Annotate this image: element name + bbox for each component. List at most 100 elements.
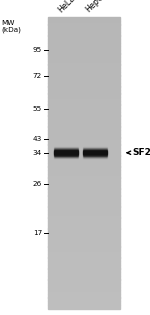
Bar [48,272,120,276]
Bar [48,35,120,39]
Bar [48,217,120,221]
Bar [48,123,120,127]
Bar [82,156,106,157]
Bar [48,294,120,298]
Text: 72: 72 [33,73,42,79]
Bar [48,232,120,236]
Bar [48,166,120,170]
Bar [48,112,120,116]
Bar [48,254,120,258]
Bar [48,279,120,283]
Bar [54,149,78,150]
Text: 17: 17 [33,230,42,236]
Bar [48,163,120,167]
Bar [48,68,120,72]
Bar [48,64,120,68]
Bar [48,188,120,192]
Bar [82,155,106,156]
Bar [54,147,78,148]
Bar [48,239,120,243]
Bar [48,196,120,199]
Bar [48,86,120,90]
Bar [82,147,106,148]
Bar [48,155,120,159]
Bar [82,157,106,158]
Bar [48,221,120,225]
Bar [48,115,120,119]
Bar [48,126,120,130]
Bar [48,75,120,79]
Bar [48,83,120,87]
Bar [48,145,120,148]
Bar [54,148,78,149]
Bar [48,101,120,105]
Bar [54,150,78,151]
Bar [48,210,120,214]
Text: 43: 43 [33,136,42,142]
Bar [48,54,120,57]
Bar [48,243,120,247]
Bar [48,214,120,218]
Bar [54,152,78,153]
Bar [48,105,120,108]
Bar [48,268,120,272]
Text: 26: 26 [33,181,42,187]
Bar [48,28,120,32]
Bar [48,297,120,301]
Bar [48,250,120,254]
Bar [48,137,120,141]
Bar [48,265,120,269]
Bar [48,17,120,21]
Bar [48,152,120,156]
Bar [48,94,120,97]
Bar [48,257,120,261]
Text: HepG2: HepG2 [84,0,109,14]
Text: 55: 55 [33,106,42,112]
Bar [48,287,120,290]
Bar [48,141,120,145]
Bar [82,152,106,153]
Bar [48,79,120,83]
Bar [48,50,120,54]
Bar [82,151,106,152]
Bar [54,156,78,157]
Bar [54,151,78,152]
Bar [48,57,120,61]
Bar [54,154,78,155]
Bar [48,90,120,94]
Bar [48,206,120,210]
Bar [48,72,120,76]
Bar [48,192,120,196]
Bar [48,39,120,43]
Bar [48,181,120,185]
Bar [48,32,120,36]
Bar [48,236,120,239]
Bar [48,134,120,138]
Bar [82,148,106,149]
Bar [82,153,106,154]
Bar [48,24,120,28]
Bar [82,150,106,151]
Text: 34: 34 [33,150,42,156]
Bar [48,148,120,152]
Text: 95: 95 [33,47,42,54]
Bar [48,46,120,50]
Bar [82,149,106,150]
Bar [48,246,120,250]
Bar [48,305,120,309]
Text: SF2: SF2 [132,148,150,157]
Bar [48,185,120,188]
Bar [48,159,120,163]
Bar [48,225,120,229]
Text: MW
(kDa): MW (kDa) [2,20,21,33]
Bar [54,153,78,154]
Bar [48,108,120,112]
Bar [48,170,120,174]
Bar [48,228,120,232]
Bar [82,154,106,155]
Bar [48,43,120,47]
Bar [48,199,120,203]
Bar [48,21,120,25]
Bar [48,283,120,287]
Bar [54,157,78,158]
